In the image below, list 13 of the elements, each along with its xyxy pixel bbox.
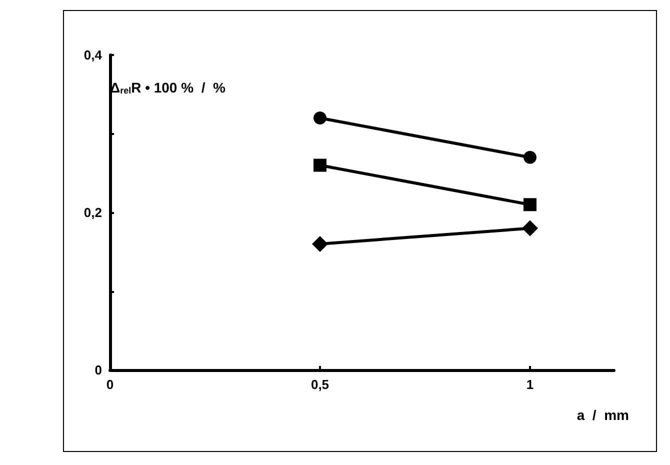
point <box>312 236 328 252</box>
point <box>524 198 536 212</box>
x-tick-label: 1 <box>526 377 534 392</box>
x-axis-title: a / mm <box>576 407 629 423</box>
y-tick-label: 0,2 <box>84 205 102 220</box>
point <box>314 158 326 172</box>
point <box>524 150 536 164</box>
point <box>314 112 326 124</box>
y-tick-label: 0,4 <box>84 48 103 62</box>
y-tick-label: 0 <box>94 362 102 378</box>
point <box>522 220 538 236</box>
x-tick-label: 0 <box>106 377 114 392</box>
x-tick-label: 0,5 <box>310 377 330 392</box>
